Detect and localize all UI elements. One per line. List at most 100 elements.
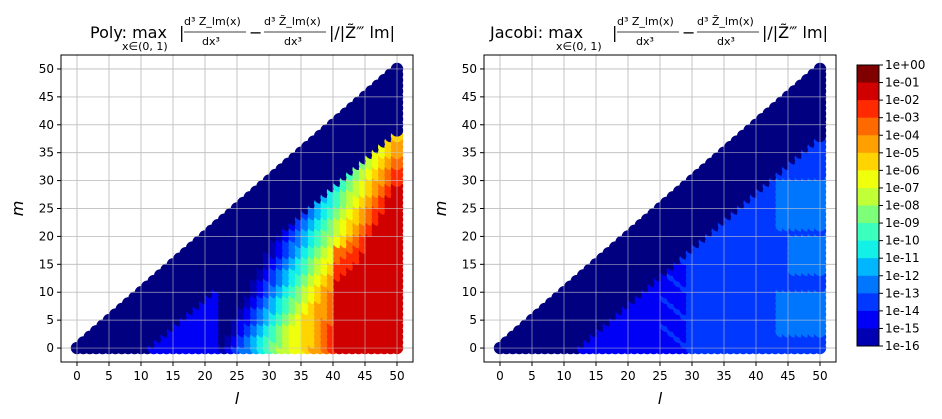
y-tick-label: 20 [462,229,477,243]
colorbar-label: 1e-09 [885,216,920,230]
x-tick-label: 20 [197,369,212,383]
y-tick-label: 10 [39,285,54,299]
colorbar-label: 1e-04 [885,128,920,142]
colorbar-label: 1e-05 [885,146,920,160]
y-tick-label: 5 [469,313,477,327]
y-tick-label: 0 [469,341,477,355]
colorbar-segment [857,65,879,84]
x-tick-label: 50 [812,369,827,383]
colorbar-segment [857,275,879,294]
colorbar-label: 1e-14 [885,304,920,318]
y-tick-label: 0 [46,341,54,355]
poly-title: Poly: max [90,23,167,42]
colorbar-segment [857,152,879,171]
colorbar-segment [857,100,879,119]
x-axis-label: l [658,389,663,408]
y-tick-label: 50 [462,62,477,76]
colorbar-label: 1e-13 [885,286,920,300]
x-tick-label: 30 [684,369,699,383]
y-tick-label: 45 [39,90,54,104]
colorbar-label: 1e-12 [885,269,920,283]
x-axis-label: l [235,389,240,408]
x-tick-label: 50 [389,369,404,383]
colorbar-label: 1e-03 [885,111,920,125]
x-tick-label: 5 [528,369,536,383]
poly-title-frac2-num: d³ Z̃_lm(x) [264,15,321,28]
x-tick-label: 20 [620,369,635,383]
x-tick-label: 10 [556,369,571,383]
y-tick-label: 35 [39,146,54,160]
colorbar-segment [857,293,879,312]
x-tick-label: 15 [165,369,180,383]
x-tick-label: 45 [357,369,372,383]
x-tick-label: 10 [133,369,148,383]
colorbar-label: 1e-08 [885,199,920,213]
colorbar-segment [857,328,879,347]
x-tick-label: 25 [229,369,244,383]
colorbar-label: 1e+00 [885,58,925,72]
jacobi-title-frac1-num: d³ Z_lm(x) [617,15,674,28]
x-tick-label: 0 [496,369,504,383]
colorbar-label: 1e-15 [885,321,920,335]
colorbar-segment [857,135,879,154]
jacobi-title-minus: − [682,23,695,42]
y-tick-label: 30 [462,174,477,188]
jacobi-title: Jacobi: max [489,23,583,42]
colorbar-label: 1e-16 [885,339,920,353]
poly-title-minus: − [249,23,262,42]
y-tick-label: 50 [39,62,54,76]
colorbar-segment [857,82,879,101]
colorbar-segment [857,240,879,259]
jacobi-title-suffix: |/|Z̃‴ lm| [762,23,828,42]
jacobi-title-frac2-num: d³ Z̃_lm(x) [697,15,754,28]
poly-title-frac1-den: dx³ [202,35,220,48]
colorbar: 1e+00 1e-01 1e-02 1e-03 1e-04 1e-05 1e-06 1e-07… [856,58,925,353]
y-tick-label: 5 [46,313,54,327]
y-tick-label: 45 [462,90,477,104]
colorbar-segment [857,187,879,206]
poly-title-bar: | [179,23,184,42]
x-tick-label: 0 [73,369,81,383]
poly-title-frac1-num: d³ Z_lm(x) [184,15,241,28]
colorbar-segment [857,117,879,136]
y-tick-label: 25 [462,202,477,216]
colorbar-segment [857,223,879,242]
x-tick-label: 5 [105,369,113,383]
jacobi-title-subscript: x∈(0, 1) [556,40,602,53]
colorbar-segment [857,170,879,189]
x-tick-label: 40 [325,369,340,383]
poly-title-suffix: |/|Z̃‴ lm| [329,23,395,42]
y-tick-label: 10 [462,285,477,299]
jacobi-panel: Jacobi: max x∈(0, 1) | d³ Z_lm(x) dx³ − … [431,15,837,408]
jacobi-title-bar: | [612,23,617,42]
colorbar-segment [857,205,879,224]
y-tick-label: 30 [39,174,54,188]
y-axis-label: m [431,201,450,217]
x-tick-label: 35 [716,369,731,383]
colorbar-segment [857,258,879,277]
x-tick-label: 35 [293,369,308,383]
y-tick-label: 40 [39,118,54,132]
y-tick-label: 35 [462,146,477,160]
y-tick-label: 15 [462,257,477,271]
x-tick-label: 25 [652,369,667,383]
x-tick-label: 15 [588,369,603,383]
colorbar-label: 1e-01 [885,76,920,90]
poly-title-subscript: x∈(0, 1) [122,40,168,53]
colorbar-label: 1e-10 [885,234,920,248]
x-tick-label: 45 [780,369,795,383]
poly-panel: Poly: max x∈(0, 1) | d³ Z_lm(x) dx³ − d³… [8,15,414,408]
x-tick-label: 40 [748,369,763,383]
y-tick-label: 25 [39,202,54,216]
y-axis-label: m [8,201,27,217]
y-tick-label: 40 [462,118,477,132]
y-tick-label: 15 [39,257,54,271]
jacobi-title-frac2-den: dx³ [717,35,735,48]
colorbar-label: 1e-02 [885,93,920,107]
colorbar-label: 1e-07 [885,181,920,195]
jacobi-title-frac1-den: dx³ [636,35,654,48]
colorbar-label: 1e-06 [885,163,920,177]
y-tick-label: 20 [39,229,54,243]
poly-title-frac2-den: dx³ [284,35,302,48]
